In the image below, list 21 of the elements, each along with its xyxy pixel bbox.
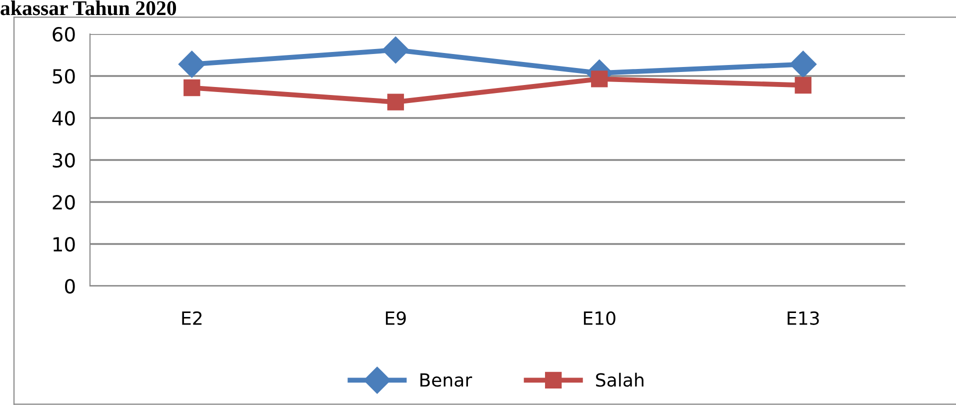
point — [178, 50, 206, 78]
chart-title: akassar Tahun 2020 — [0, 0, 176, 16]
x-tick-label: E13 — [788, 311, 819, 325]
x-tick-label: E9 — [386, 311, 406, 325]
point — [591, 70, 608, 88]
legend-label: Salah — [596, 372, 644, 387]
y-tick-label: 30 — [52, 152, 75, 168]
y-tick-label: 40 — [52, 110, 75, 126]
legend-label: Benar — [420, 373, 472, 387]
y-tick-label: 0 — [65, 278, 75, 294]
point — [790, 50, 817, 78]
y-tick-label: 10 — [54, 236, 75, 252]
point — [387, 94, 404, 110]
y-tick-label: 20 — [52, 194, 75, 210]
x-tick-label: E2 — [182, 311, 202, 325]
x-tick-label: E10 — [584, 311, 616, 325]
point — [184, 79, 200, 96]
y-tick-label: 50 — [52, 68, 75, 84]
point — [794, 76, 812, 94]
y-tick-label: 60 — [52, 26, 75, 42]
point — [382, 36, 410, 64]
